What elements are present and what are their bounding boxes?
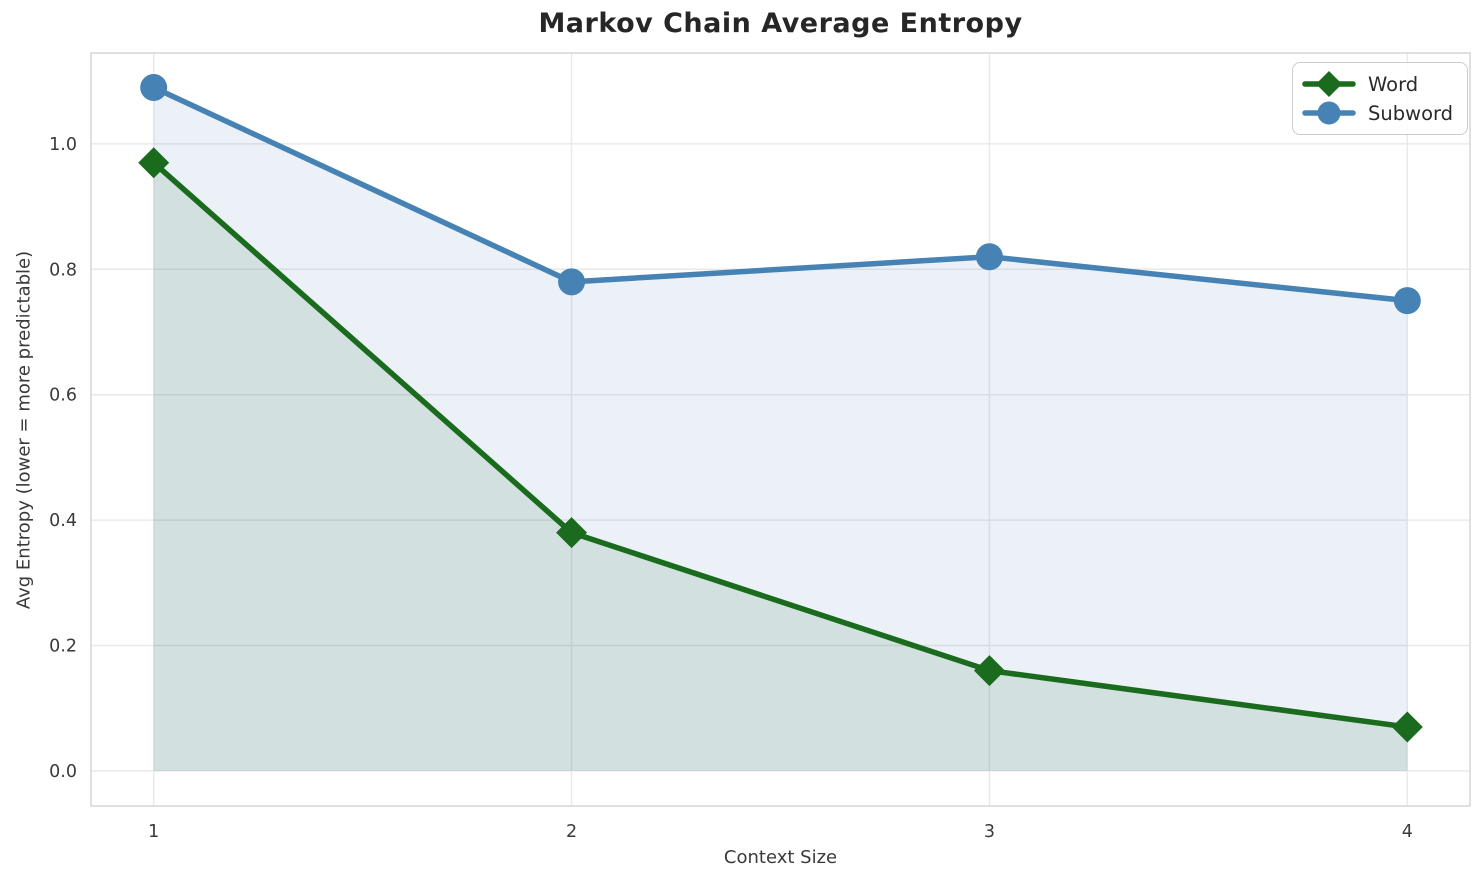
word-marker[interactable] [1391, 711, 1423, 743]
word-marker[interactable] [138, 147, 170, 179]
x-tick-label: 1 [148, 822, 159, 842]
y-tick-label: 0.4 [49, 511, 77, 531]
word-marker[interactable] [556, 517, 588, 549]
y-axis-label: Avg Entropy (lower = more predictable) [13, 250, 35, 610]
subword-marker[interactable] [1393, 287, 1421, 315]
x-tick-label: 3 [984, 822, 995, 842]
subword-marker[interactable] [140, 73, 168, 101]
subword-line [150, 84, 1411, 304]
subword-area-fill [153, 87, 1408, 771]
chart-title: Markov Chain Average Entropy [538, 8, 1023, 39]
subword-marker[interactable] [975, 243, 1003, 271]
legend-label-subword: Subword [1368, 101, 1454, 125]
y-tick-label: 0.2 [49, 636, 77, 656]
y-tick-label: 0.8 [49, 260, 77, 280]
legend-label-word: Word [1368, 72, 1419, 96]
x-tick-label: 2 [566, 822, 577, 842]
y-tick-label: 1.0 [49, 135, 77, 155]
subword-marker[interactable] [558, 268, 586, 296]
word-area-fill [153, 162, 1408, 771]
legend-item-subword[interactable]: Subword [1302, 99, 1453, 127]
circle-marker-icon [1302, 101, 1356, 125]
x-axis-label: Context Size [723, 847, 838, 868]
plot-border [90, 52, 1471, 807]
legend-item-word[interactable]: Word [1302, 70, 1453, 98]
word-line [150, 159, 1411, 730]
x-tick-label: 4 [1402, 822, 1413, 842]
diamond-marker-icon [1302, 71, 1356, 97]
y-tick-label: 0.6 [49, 386, 77, 406]
legend: Word Subword [1292, 62, 1469, 135]
word-marker[interactable] [973, 655, 1005, 687]
y-tick-label: 0.0 [49, 762, 77, 782]
